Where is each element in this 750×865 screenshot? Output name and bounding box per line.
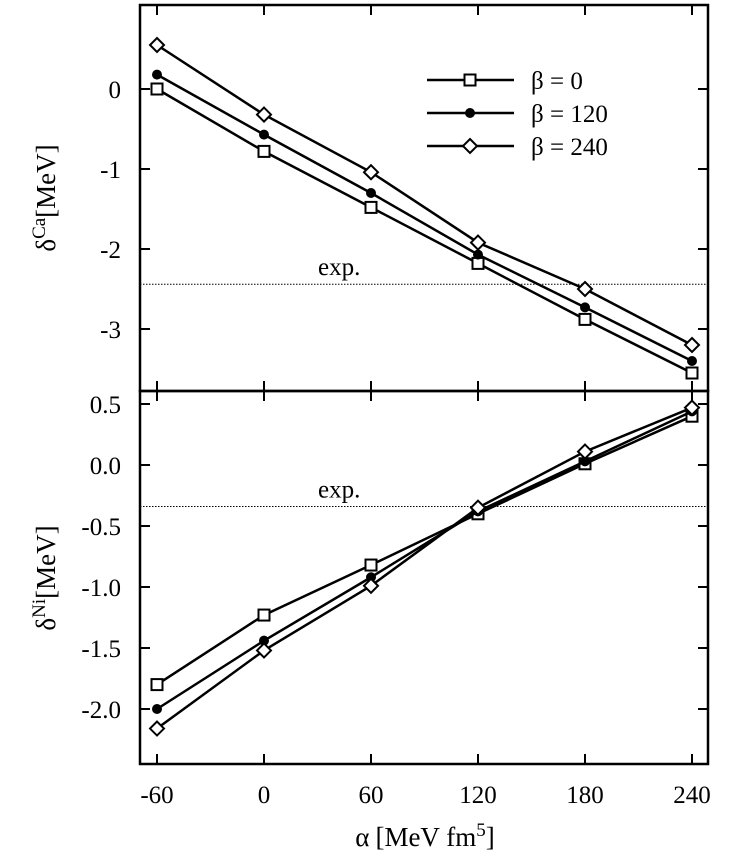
y-axis-label-bottom-superscript: Ni xyxy=(29,599,50,618)
series-line-1 xyxy=(156,410,693,711)
y-tick-label: -3 xyxy=(100,317,121,344)
legend-label-2: β = 240 xyxy=(531,134,608,161)
data-point-s2-1 xyxy=(255,106,273,124)
series-line-0 xyxy=(156,415,693,686)
x-ticks: -60 0 60 120 180 240 xyxy=(140,5,711,809)
data-point-s2-4 xyxy=(576,443,594,460)
legend-marker-1 xyxy=(465,108,475,118)
exp-label-top: exp. xyxy=(318,254,360,281)
x-axis-label-close: ] xyxy=(486,822,495,852)
data-point-s0-5 xyxy=(685,366,699,380)
y-tick-label: -0.5 xyxy=(81,514,121,541)
data-point-s1-5 xyxy=(687,356,697,366)
y-axis-label-top-unit: [MeV] xyxy=(31,144,61,217)
data-point-s2-4 xyxy=(576,280,594,298)
data-point-s0-2 xyxy=(364,558,378,572)
data-point-s1-1 xyxy=(259,129,269,140)
x-tick-label: -60 xyxy=(140,782,173,809)
data-point-s1-0 xyxy=(152,69,162,80)
x-tick-label: 0 xyxy=(258,782,271,809)
data-point-s2-1 xyxy=(255,642,273,659)
x-tick-label: 120 xyxy=(459,782,497,809)
y-tick-label: -1.5 xyxy=(81,636,121,663)
data-point-s2-2 xyxy=(362,163,380,181)
data-point-s1-3 xyxy=(473,249,483,260)
x-tick-label: 180 xyxy=(566,782,604,809)
legend-marker-2 xyxy=(461,137,479,155)
plot-frame-bottom xyxy=(138,389,710,766)
x-axis-label-superscript: 5 xyxy=(476,820,486,841)
data-point-s2-3 xyxy=(469,234,487,252)
series-top xyxy=(148,36,701,380)
x-tick-label: 240 xyxy=(673,782,711,809)
series-line-2 xyxy=(156,406,693,730)
y-tick-label: -2 xyxy=(100,237,121,264)
data-point-s0-0 xyxy=(150,82,164,96)
y-axis-label-bottom: δNi[MeV] xyxy=(29,525,61,630)
exp-label-bottom: exp. xyxy=(318,476,360,503)
y-tick-label: -1.0 xyxy=(81,575,121,602)
legend-label-0: β = 0 xyxy=(531,68,583,95)
data-point-s1-0 xyxy=(152,704,162,714)
data-point-s2-5 xyxy=(683,336,701,354)
legend-marker-0 xyxy=(463,73,477,87)
data-point-s0-1 xyxy=(257,144,271,158)
series-line-2 xyxy=(156,43,693,347)
y-ticks-top: 0 -1 -2 -3 xyxy=(100,77,708,344)
y-axis-label-top: δCa[MeV] xyxy=(29,144,61,251)
panel-top-ca: exp. 0 -1 -2 -3 β = 0 β = 120 β = 240 δCa[MeV… xyxy=(29,3,710,393)
y-axis-label-bottom-symbol: δ xyxy=(31,618,61,631)
data-point-s2-0 xyxy=(148,36,166,54)
data-point-s0-0 xyxy=(150,678,164,692)
data-point-s2-0 xyxy=(148,720,166,737)
plot-frame-top xyxy=(138,3,710,393)
data-point-s0-1 xyxy=(257,608,271,622)
data-point-s2-3 xyxy=(469,499,487,517)
y-tick-label: -2.0 xyxy=(81,697,121,724)
series-line-0 xyxy=(156,87,693,375)
y-tick-label: 0.0 xyxy=(90,453,121,480)
series-line-1 xyxy=(156,73,693,363)
data-point-s0-4 xyxy=(578,312,592,326)
legend-label-1: β = 120 xyxy=(531,101,608,128)
y-tick-label: 0.5 xyxy=(90,392,121,419)
series-bottom xyxy=(148,399,701,737)
y-axis-label-top-superscript: Ca xyxy=(29,217,50,239)
data-point-s2-5 xyxy=(683,399,701,417)
panel-bottom-ni: exp. 0.5 0.0 -0.5 -1.0 -1.5 -2.0 -60 0 60 120 180… xyxy=(29,5,711,852)
y-ticks-bottom: 0.5 0.0 -0.5 -1.0 -1.5 -2.0 xyxy=(81,392,708,724)
data-point-s1-4 xyxy=(580,302,590,313)
y-tick-label: 0 xyxy=(109,77,122,104)
legend: β = 0 β = 120 β = 240 xyxy=(427,68,608,161)
data-point-s2-2 xyxy=(362,577,380,595)
x-axis-label: α [MeV fm5] xyxy=(355,820,494,852)
y-axis-label-bottom-unit: [MeV] xyxy=(31,525,61,598)
data-point-s1-2 xyxy=(366,188,376,198)
data-point-s0-2 xyxy=(364,200,378,214)
y-axis-label-top-symbol: δ xyxy=(31,239,61,252)
x-axis-label-unit: [MeV fm xyxy=(375,822,476,852)
y-tick-label: -1 xyxy=(100,157,121,184)
x-axis-label-symbol: α xyxy=(355,822,369,852)
x-tick-label: 60 xyxy=(359,782,384,809)
